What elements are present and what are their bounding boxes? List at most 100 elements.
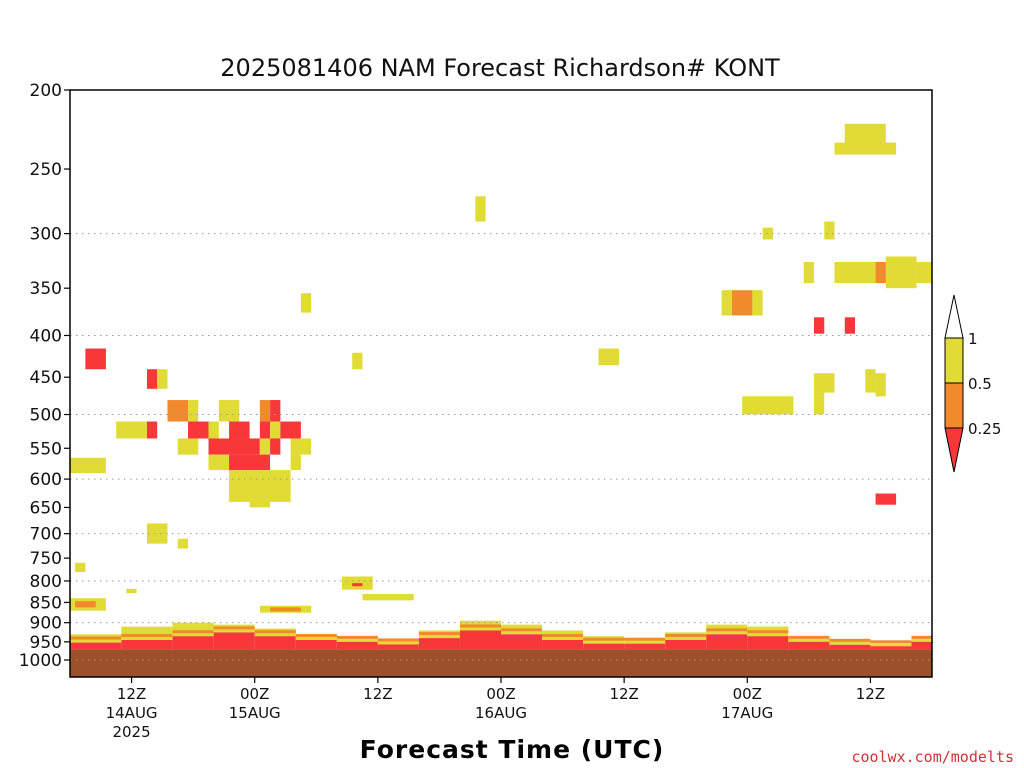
ri-cell-35 <box>475 196 486 222</box>
ytick-label-1000: 1000 <box>19 651 62 671</box>
ri-cell-31 <box>75 601 96 608</box>
ri-cell-47 <box>834 261 876 284</box>
ri-cell-5 <box>167 400 189 422</box>
surface-orange-19 <box>870 640 912 644</box>
colorbar-gt-1 <box>944 294 964 339</box>
ri-cell-14 <box>229 421 250 439</box>
surface-orange-15 <box>706 628 748 632</box>
ri-cell-26 <box>229 470 291 502</box>
surface-red-9 <box>459 630 501 650</box>
y-axis: 200 250 300 350 400 450 500 550 600 650 700 750 8008… <box>19 81 70 671</box>
surface-red-5 <box>295 639 337 650</box>
xtick-label-4-0: 12Z <box>609 685 638 703</box>
ri-cell-51 <box>916 261 932 284</box>
ri-cell-33 <box>300 293 312 313</box>
surface-orange-0 <box>70 636 122 640</box>
surface-yellow-5 <box>295 634 337 640</box>
ri-cell-36 <box>598 348 620 366</box>
ytick-label-950: 950 <box>30 633 62 653</box>
surface-red-18 <box>829 644 871 650</box>
surface-red-11 <box>542 639 584 650</box>
colorbar-label-0: 1 <box>968 330 978 348</box>
xtick-label-3-1: 16AUG <box>475 704 527 722</box>
ri-cell-32 <box>126 588 137 594</box>
ytick-label-700: 700 <box>30 525 62 545</box>
colorbar-05-1 <box>944 337 964 384</box>
plot-frame <box>69 89 933 678</box>
surface-red-1 <box>121 639 173 650</box>
ytick-label-500: 500 <box>30 406 62 426</box>
ytick-label-900: 900 <box>30 614 62 634</box>
ri-cell-53 <box>721 290 732 316</box>
surface-orange-5 <box>295 633 337 637</box>
ytick-label-300: 300 <box>30 225 62 245</box>
ytick-label-850: 850 <box>30 593 62 613</box>
surface-red-13 <box>624 643 666 650</box>
ri-cell-16 <box>270 421 281 439</box>
ri-cell-45 <box>824 221 835 240</box>
below-ground-area <box>70 649 932 677</box>
ri-cell-17 <box>280 421 301 439</box>
surface-red-19 <box>870 646 912 650</box>
surface-orange-13 <box>624 637 666 641</box>
ri-cell-58 <box>813 373 835 393</box>
xtick-label-0-1: 14AUG <box>106 704 158 722</box>
x-axis-label: Forecast Time (UTC) <box>360 735 665 764</box>
colorbar-label-2: 0.25 <box>968 420 1001 438</box>
plot-area <box>70 123 932 677</box>
surface-yellow-6 <box>336 636 378 642</box>
colorbar-label-1: 0.5 <box>968 375 992 393</box>
ri-cell-54 <box>731 290 753 316</box>
surface-red-4 <box>254 636 296 650</box>
ri-cell-41 <box>270 607 301 612</box>
colorbar-lt-025 <box>944 427 964 473</box>
ri-cell-34 <box>352 352 363 370</box>
ytick-label-350: 350 <box>30 279 62 299</box>
ri-cell-57 <box>844 317 856 334</box>
surface-yellow-2 <box>172 622 214 637</box>
ytick-label-800: 800 <box>30 572 62 592</box>
surface-red-14 <box>665 639 707 650</box>
surface-yellow-19 <box>870 643 912 647</box>
ytick-label-750: 750 <box>30 549 62 569</box>
ri-cell-13 <box>208 421 219 439</box>
ri-cell-2 <box>75 562 86 573</box>
ri-cell-38 <box>352 583 363 587</box>
ri-cell-18 <box>177 438 199 455</box>
surface-orange-20 <box>911 635 932 639</box>
ri-cell-37 <box>341 576 373 590</box>
surface-orange-17 <box>788 635 830 639</box>
ri-cell-11 <box>146 421 158 439</box>
surface-yellow-17 <box>788 636 830 642</box>
ri-cell-20 <box>259 438 271 455</box>
ytick-label-250: 250 <box>30 160 62 180</box>
ri-cell-4 <box>157 369 168 389</box>
ri-cell-60 <box>875 373 886 397</box>
ri-cell-15 <box>259 421 271 439</box>
surface-red-6 <box>336 641 378 650</box>
surface-yellow-20 <box>911 638 932 642</box>
surface-red-0 <box>70 642 122 650</box>
surface-orange-6 <box>336 635 378 639</box>
ytick-label-650: 650 <box>30 498 62 518</box>
colorbar: 1 0.5 0.25 <box>944 294 1001 473</box>
surface-orange-16 <box>747 630 789 634</box>
ri-cell-59 <box>865 369 876 393</box>
ri-cell-56 <box>813 317 825 334</box>
ri-cell-39 <box>362 594 414 601</box>
surface-orange-10 <box>501 628 543 632</box>
surface-orange-1 <box>121 633 173 637</box>
ytick-label-450: 450 <box>30 368 62 388</box>
ri-cell-62 <box>813 392 825 415</box>
xtick-label-0-2: 2025 <box>112 723 150 741</box>
ri-cell-25 <box>290 454 301 471</box>
surface-yellow-18 <box>829 639 871 645</box>
ri-cell-29 <box>177 538 189 549</box>
xtick-label-3-0: 00Z <box>486 685 515 703</box>
ri-cell-24 <box>229 454 271 471</box>
ri-cell-9 <box>270 400 281 422</box>
surface-red-12 <box>583 643 625 650</box>
ri-cell-19 <box>208 438 260 455</box>
surface-red-16 <box>747 636 789 650</box>
